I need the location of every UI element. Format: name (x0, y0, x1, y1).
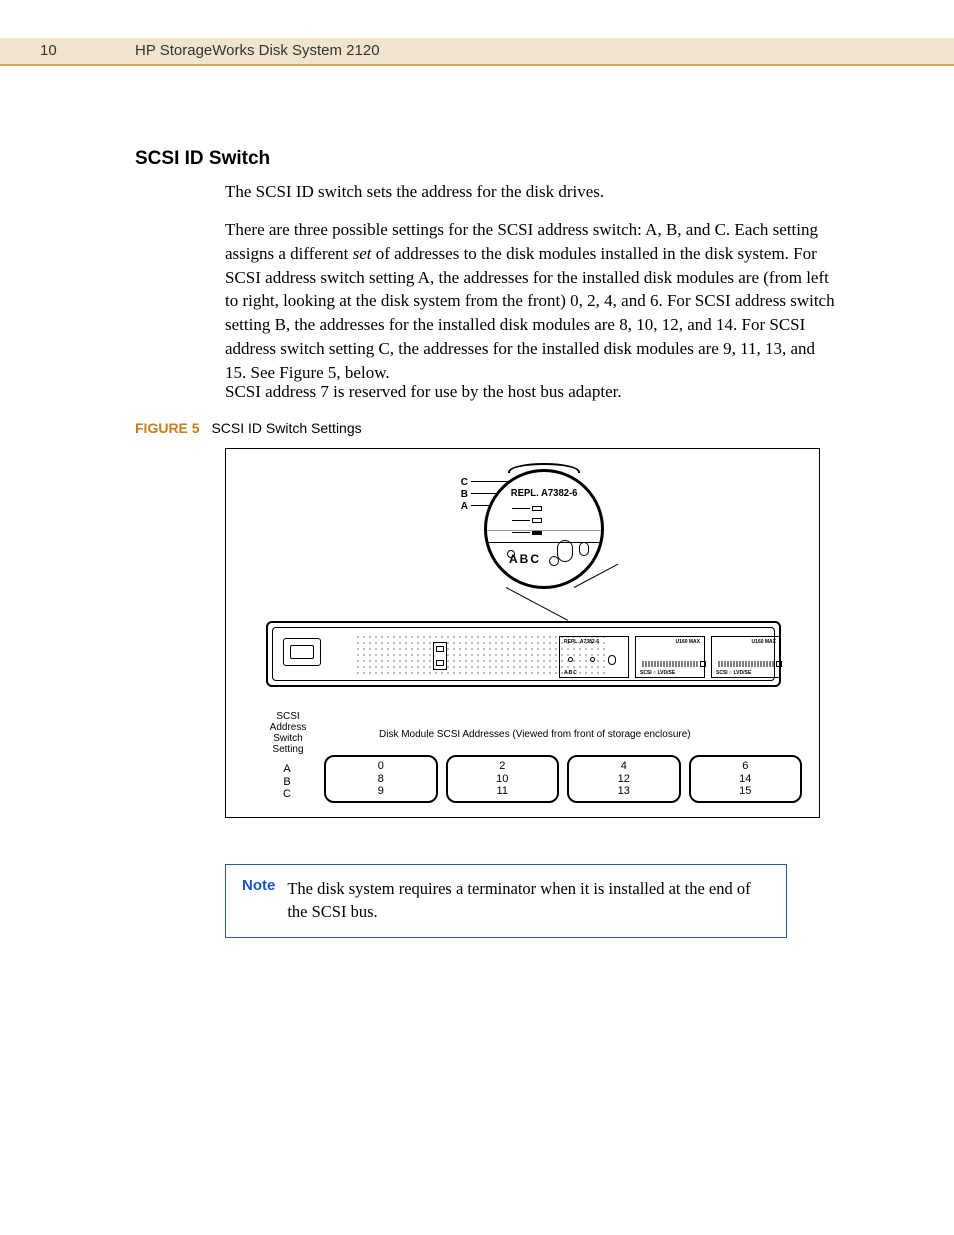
dip-switch-block (512, 502, 542, 542)
switch-row-c (512, 502, 542, 514)
mini-scsi-lvd-1 (640, 670, 675, 676)
body-paragraph-1: The SCSI ID switch sets the address for … (225, 180, 837, 204)
slot-1-c: 11 (448, 785, 558, 798)
slot-group: 0 8 9 2 10 11 4 12 13 6 14 15 (324, 755, 802, 803)
mini-knob (608, 655, 616, 665)
magnified-detail-circle: REPL. A7382-6 ABC (484, 469, 604, 589)
rear-panel: U160 MAX U160 MAX (266, 621, 781, 687)
figure-number: FIGURE 5 (135, 420, 200, 436)
switch-label-a: A (456, 501, 468, 513)
switch-row-a (512, 526, 542, 538)
address-table: SCSI Address Switch Setting Disk Module … (244, 711, 804, 806)
power-socket-icon (283, 638, 321, 666)
switch-label-b: B (456, 489, 468, 501)
note-text: The disk system requires a terminator wh… (287, 877, 770, 923)
slot-0-c: 9 (326, 785, 436, 798)
mini-connector-2 (718, 661, 774, 667)
mini-module-scsi-2: U160 MAX (711, 636, 781, 678)
slot-0: 0 8 9 (324, 755, 438, 803)
row-label-c: C (272, 788, 302, 801)
slot-0-a: 0 (326, 760, 436, 773)
magnified-inner: REPL. A7382-6 ABC (487, 472, 601, 586)
mini-abc-label (564, 670, 578, 676)
slot-1: 2 10 11 (446, 755, 560, 803)
mini-module-scsi-1: U160 MAX (635, 636, 705, 678)
repl-part-label: REPL. A7382-6 (511, 488, 578, 499)
vent-slot-icon (433, 642, 447, 670)
section-heading: SCSI ID Switch (135, 148, 270, 170)
row-label-b: B (272, 776, 302, 789)
mag-divider (487, 530, 601, 531)
para2-italic-set: set (353, 244, 372, 263)
table-row-header: SCSI Address Switch Setting (258, 711, 318, 755)
table-row-labels: A B C (272, 763, 302, 801)
slot-3-a: 6 (691, 760, 801, 773)
mag-bottom-band: ABC (487, 542, 601, 570)
rear-panel-inner: U160 MAX U160 MAX (272, 627, 775, 681)
mini-tab-2 (776, 661, 782, 667)
para2-part-b: of addresses to the disk modules install… (225, 244, 835, 382)
figure-box: C B A REPL. A7382-6 ABC (225, 448, 820, 818)
slot-2: 4 12 13 (567, 755, 681, 803)
mini-module-switch (559, 636, 629, 678)
mini-u160-2: U160 MAX (716, 639, 776, 645)
switch-label-c: C (456, 477, 468, 489)
slot-3: 6 14 15 (689, 755, 803, 803)
figure-label: FIGURE 5 SCSI ID Switch Settings (135, 420, 362, 436)
rh-4: Setting (272, 744, 303, 755)
slot-0-b: 8 (326, 773, 436, 786)
page-number: 10 (40, 42, 57, 59)
switch-cba-labels: C B A (456, 477, 468, 513)
slot-3-b: 14 (691, 773, 801, 786)
slot-2-c: 13 (569, 785, 679, 798)
mini-u160-1: U160 MAX (640, 639, 700, 645)
rh-1: SCSI (276, 711, 299, 722)
mini-connector-1 (642, 661, 698, 667)
figure-title: SCSI ID Switch Settings (211, 420, 361, 436)
mag-power-icon (549, 556, 559, 566)
slot-3-c: 15 (691, 785, 801, 798)
mini-led-1 (568, 657, 573, 662)
abc-text: ABC (509, 552, 541, 566)
slot-2-b: 12 (569, 773, 679, 786)
switch-row-b (512, 514, 542, 526)
header-title: HP StorageWorks Disk System 2120 (135, 42, 380, 59)
body-paragraph-2: There are three possible settings for th… (225, 218, 837, 385)
mini-repl-label (564, 639, 624, 645)
note-label: Note (242, 877, 275, 894)
mini-tab-1 (700, 661, 706, 667)
slot-1-a: 2 (448, 760, 558, 773)
body-paragraph-3: SCSI address 7 is reserved for use by th… (225, 380, 837, 404)
slot-1-b: 10 (448, 773, 558, 786)
slot-2-a: 4 (569, 760, 679, 773)
table-caption: Disk Module SCSI Addresses (Viewed from … (379, 729, 691, 740)
note-box: Note The disk system requires a terminat… (225, 864, 787, 938)
row-label-a: A (272, 763, 302, 776)
mini-scsi-lvd-2 (716, 670, 751, 676)
rh-3: Switch (273, 733, 302, 744)
rh-2: Address (270, 722, 307, 733)
mini-led-2 (590, 657, 595, 662)
